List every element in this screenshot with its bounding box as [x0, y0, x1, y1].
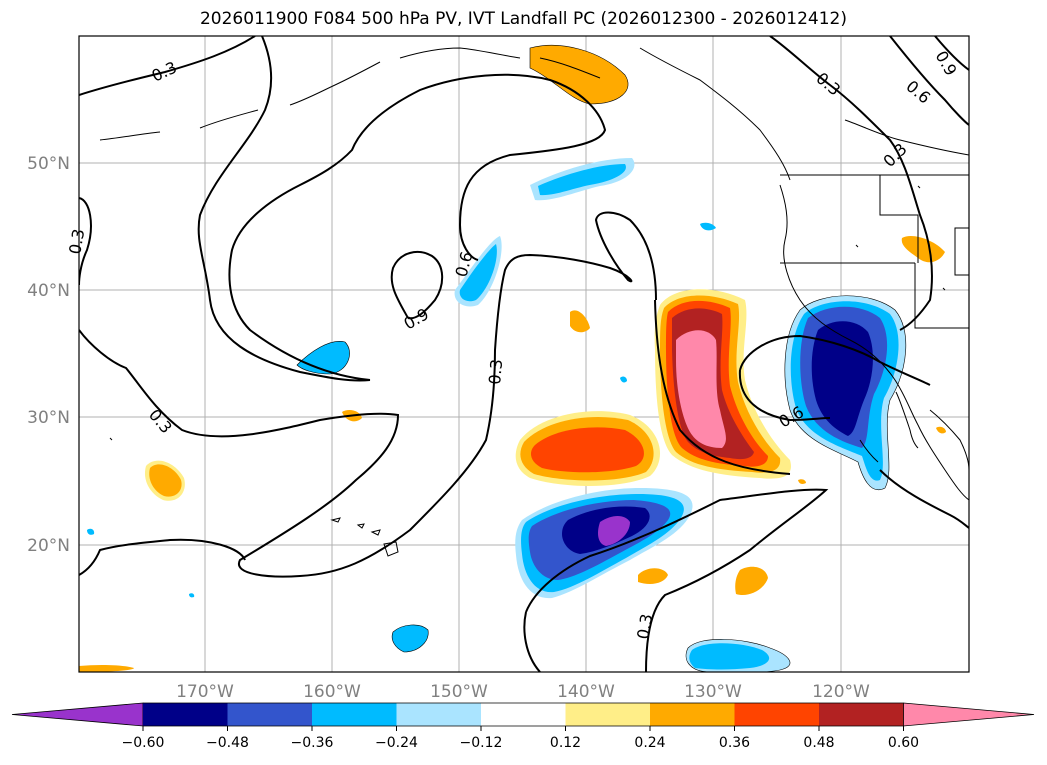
colorbar-tick-label: 0.48 — [803, 735, 834, 751]
colorbar-segment — [819, 703, 904, 726]
positive-anomaly-small-2 — [638, 568, 668, 584]
positive-anomaly-small-6 — [79, 664, 134, 672]
colorbar-tick-label: 0.60 — [888, 735, 919, 751]
colorbar-tick-label: −0.12 — [460, 735, 503, 751]
colorbar-tick-label: −0.60 — [122, 735, 165, 751]
positive-anomaly-small-3 — [735, 566, 768, 596]
negative-anomaly-small-1 — [391, 624, 429, 653]
colorbar-segment — [734, 703, 820, 726]
lat-labels: 50°N 40°N 30°N 20°N — [27, 154, 70, 556]
contour-label: 0.3 — [485, 358, 506, 385]
positive-anomaly-small-1 — [570, 310, 590, 333]
pv-contours — [79, 36, 969, 672]
contour-label: 0.3 — [633, 612, 656, 640]
lon-label: 130°W — [684, 682, 742, 702]
lat-label: 20°N — [27, 536, 70, 556]
coastlines — [99, 47, 969, 501]
lon-label: 160°W — [303, 682, 361, 702]
colorbar-tick-label: −0.36 — [291, 735, 334, 751]
lon-label: 120°W — [812, 682, 870, 702]
map-frame — [78, 35, 970, 673]
map-title: 2026011900 F084 500 hPa PV, IVT Landfall… — [199, 9, 847, 29]
colorbar: −0.60 −0.48 −0.36 −0.24 −0.12 0.12 0.24 0.36 0.4… — [11, 702, 1035, 751]
colorbar-extend-high — [903, 702, 1035, 727]
colorbar-tick-label: 0.36 — [719, 735, 750, 751]
lon-label: 140°W — [557, 682, 615, 702]
colorbar-outline — [143, 702, 904, 727]
positive-anomaly-small-4 — [901, 235, 945, 263]
colorbar-tick-label: 0.12 — [550, 735, 581, 751]
colorbar-segment — [227, 703, 313, 726]
lat-label: 40°N — [27, 281, 70, 301]
contour-label: 0.3 — [65, 227, 88, 255]
colorbar-segment — [143, 703, 228, 726]
shaded-field — [79, 45, 946, 672]
colorbar-extend-low — [11, 702, 144, 727]
colorbar-segment — [396, 703, 482, 726]
colorbar-tick-label: −0.24 — [375, 735, 418, 751]
positive-anomaly-alaska — [529, 45, 629, 105]
colorbar-segment — [481, 703, 566, 726]
colorbar-segment — [565, 703, 651, 726]
colorbar-segment — [312, 703, 397, 726]
lon-label: 170°W — [176, 682, 234, 702]
lon-label: 150°W — [430, 682, 488, 702]
colorbar-segment — [650, 703, 735, 726]
colorbar-tick-label: 0.24 — [634, 735, 665, 751]
lat-label: 50°N — [27, 154, 70, 174]
colorbar-tick-label: −0.48 — [206, 735, 249, 751]
islands — [109, 185, 946, 557]
lat-label: 30°N — [27, 408, 70, 428]
lon-labels: 170°W 160°W 150°W 140°W 130°W 120°W — [176, 682, 870, 702]
